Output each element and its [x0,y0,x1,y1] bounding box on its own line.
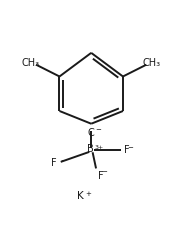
Text: −: − [127,144,133,151]
Text: F: F [124,144,130,155]
Text: −: − [101,169,107,175]
Text: 3+: 3+ [95,145,104,150]
Text: K: K [77,191,83,201]
Text: C: C [88,128,95,138]
Text: CH₃: CH₃ [143,58,161,68]
Text: B: B [87,144,94,154]
Text: +: + [86,191,92,197]
Text: F: F [98,171,103,181]
Text: CH₃: CH₃ [22,58,40,68]
Text: −: − [95,127,101,133]
Text: −: − [60,158,66,164]
Text: F: F [51,158,57,168]
